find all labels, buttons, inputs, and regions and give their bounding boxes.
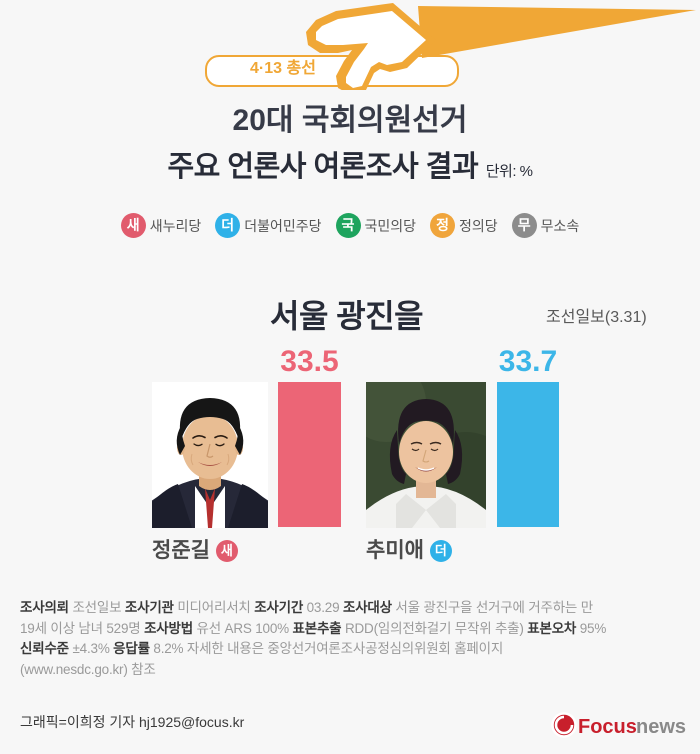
svg-text:Focus: Focus	[578, 716, 637, 738]
svg-text:news: news	[636, 716, 686, 738]
